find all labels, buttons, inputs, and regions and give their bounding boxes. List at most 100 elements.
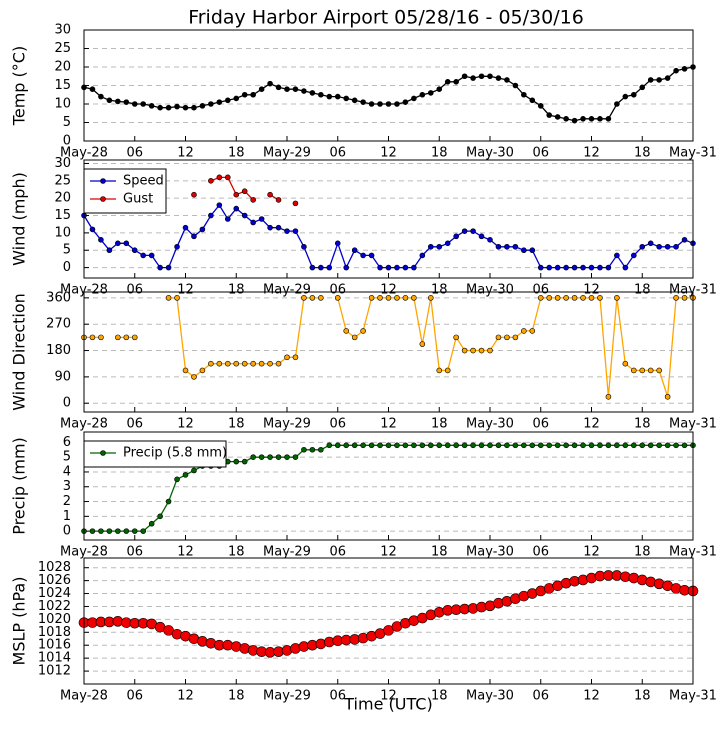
data-point bbox=[174, 243, 180, 250]
x-tick-label: May-28 bbox=[60, 545, 108, 560]
y-tick-label: 1028 bbox=[38, 560, 71, 575]
data-point bbox=[250, 91, 256, 98]
x-tick-label: May-28 bbox=[60, 417, 108, 432]
data-point bbox=[258, 86, 265, 92]
legend-box bbox=[83, 168, 167, 214]
data-point bbox=[241, 91, 248, 98]
data-point bbox=[275, 360, 282, 367]
y-tick-label: 0 bbox=[63, 396, 71, 411]
x-tick-label: 06 bbox=[329, 689, 346, 704]
data-point bbox=[656, 243, 662, 250]
data-point bbox=[360, 328, 366, 334]
data-point bbox=[199, 367, 206, 374]
data-point bbox=[394, 101, 400, 107]
data-point bbox=[301, 295, 307, 301]
y-tick-label: 25 bbox=[54, 173, 71, 188]
y-tick-label: 1014 bbox=[38, 651, 71, 666]
y-tick-label: 360 bbox=[46, 290, 71, 305]
y-tick-label: 1020 bbox=[38, 612, 71, 627]
data-point bbox=[656, 77, 662, 83]
x-tick-label: 06 bbox=[329, 283, 346, 298]
x-tick-label: 06 bbox=[126, 417, 143, 432]
data-point bbox=[495, 243, 502, 250]
data-point bbox=[318, 295, 324, 301]
data-point bbox=[521, 247, 527, 254]
data-point bbox=[622, 442, 629, 449]
x-tick-label: May-31 bbox=[669, 146, 717, 161]
data-point bbox=[614, 442, 620, 449]
data-point bbox=[351, 442, 358, 449]
data-point bbox=[98, 237, 104, 243]
data-point bbox=[165, 498, 172, 505]
data-point bbox=[554, 264, 561, 271]
x-tick-label: 18 bbox=[228, 283, 245, 298]
data-point bbox=[267, 454, 273, 460]
data-point bbox=[199, 103, 206, 109]
plot-frame bbox=[83, 291, 694, 413]
x-tick-label: May-28 bbox=[60, 283, 108, 298]
data-point bbox=[529, 442, 536, 449]
data-point bbox=[318, 264, 324, 271]
data-point bbox=[233, 205, 240, 212]
data-point bbox=[191, 104, 197, 111]
data-point bbox=[537, 295, 544, 301]
plot-frame bbox=[83, 431, 694, 541]
data-point bbox=[411, 442, 417, 449]
data-point bbox=[597, 264, 603, 271]
data-point bbox=[318, 446, 324, 453]
y-tick-label: 20 bbox=[54, 191, 71, 206]
data-point bbox=[681, 237, 688, 243]
data-point bbox=[334, 93, 341, 100]
data-point bbox=[182, 472, 189, 478]
x-tick-label: May-29 bbox=[263, 283, 311, 298]
data-point bbox=[647, 367, 654, 374]
data-point bbox=[478, 73, 485, 80]
y-tick-label: 0 bbox=[63, 524, 71, 539]
data-point bbox=[630, 252, 637, 259]
plot-frame bbox=[83, 159, 694, 279]
data-point bbox=[554, 442, 561, 449]
data-point bbox=[673, 243, 679, 250]
data-point bbox=[554, 295, 561, 301]
legend-label: Speed bbox=[123, 174, 164, 189]
data-point bbox=[377, 101, 383, 107]
data-point bbox=[250, 219, 256, 226]
data-point bbox=[495, 75, 502, 81]
data-point bbox=[208, 178, 214, 184]
data-point bbox=[191, 233, 197, 240]
legend-marker bbox=[100, 178, 106, 184]
y-tick-label: 4 bbox=[63, 464, 71, 479]
x-tick-label: May-31 bbox=[669, 545, 717, 560]
data-point bbox=[309, 264, 316, 271]
data-point bbox=[427, 295, 434, 301]
x-tick-label: May-28 bbox=[60, 689, 108, 704]
data-point bbox=[140, 528, 147, 534]
x-tick-label: May-31 bbox=[669, 689, 717, 704]
x-tick-label: 12 bbox=[177, 417, 194, 432]
data-point bbox=[504, 77, 510, 83]
y-axis-label: Temp (°C) bbox=[10, 46, 29, 126]
y-tick-label: 270 bbox=[46, 317, 71, 332]
data-point bbox=[208, 360, 214, 367]
y-axis-label: MSLP (hPa) bbox=[10, 577, 29, 666]
data-point bbox=[216, 360, 223, 367]
data-point bbox=[301, 243, 307, 250]
data-point bbox=[614, 252, 620, 259]
data-point bbox=[284, 228, 290, 234]
data-point bbox=[394, 442, 400, 449]
x-tick-label: 18 bbox=[634, 689, 651, 704]
data-point bbox=[487, 73, 493, 80]
data-point bbox=[504, 442, 510, 449]
data-point bbox=[334, 240, 341, 247]
data-point bbox=[250, 360, 256, 367]
data-point bbox=[267, 80, 273, 87]
data-point bbox=[436, 86, 443, 92]
data-point bbox=[656, 367, 662, 374]
data-point bbox=[664, 393, 671, 400]
x-tick-label: 12 bbox=[380, 689, 397, 704]
data-point bbox=[436, 243, 443, 250]
data-point bbox=[537, 264, 544, 271]
data-point bbox=[630, 442, 637, 449]
y-tick-label: 2 bbox=[63, 494, 71, 509]
